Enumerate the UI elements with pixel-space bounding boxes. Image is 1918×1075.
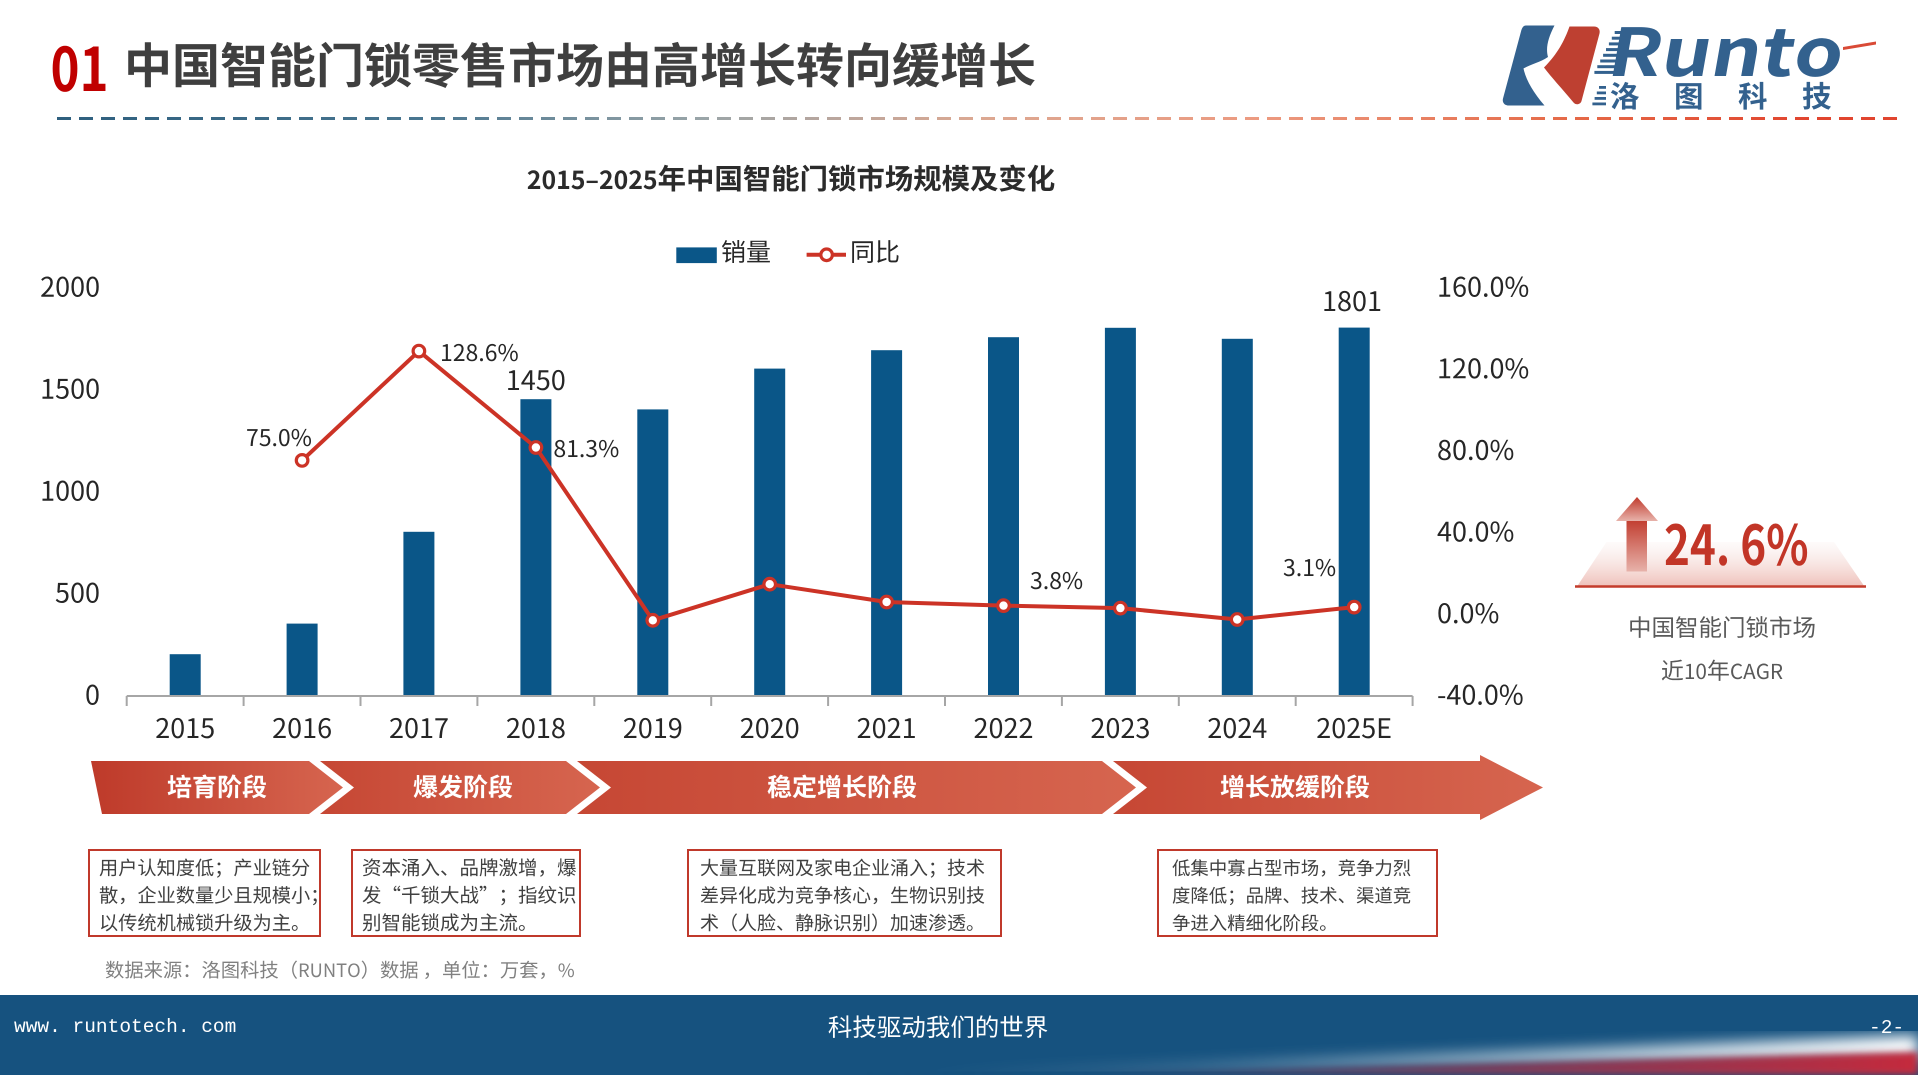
svg-text:-2-: -2- bbox=[1869, 1017, 1904, 1039]
svg-text:www. runtotech. com: www. runtotech. com bbox=[14, 1016, 236, 1038]
